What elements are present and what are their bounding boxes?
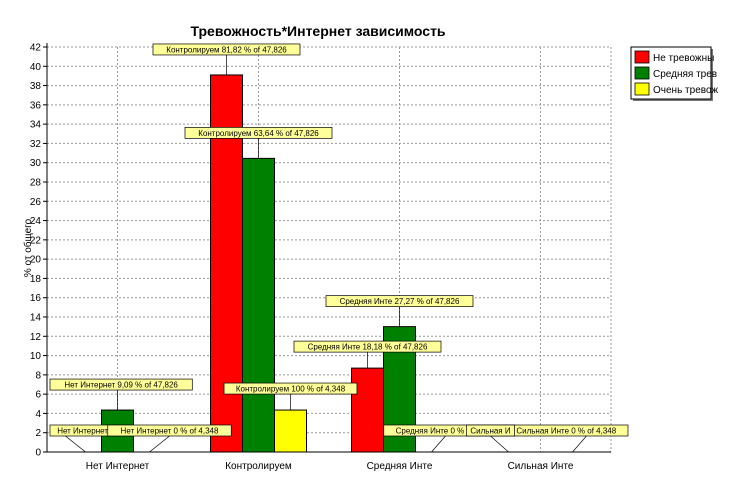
x-category-label: Средняя Инте — [367, 461, 433, 472]
y-tick-label: 4 — [35, 409, 41, 420]
data-label: Средняя Инте 18,18 % of 47,826 — [308, 343, 428, 352]
y-tick-label: 16 — [30, 293, 42, 304]
data-label: Средняя Инте 27,27 % of 47,826 — [340, 297, 460, 306]
y-tick-label: 26 — [30, 197, 42, 208]
x-category-label: Контролируем — [225, 461, 292, 472]
data-label: Нет Интернет 9,09 % of 47,826 — [64, 381, 178, 390]
data-label-leader — [572, 435, 587, 453]
y-tick-label: 6 — [35, 390, 41, 401]
y-tick-label: 36 — [30, 100, 42, 111]
data-label-box — [49, 378, 193, 391]
y-tick-label: 42 — [30, 43, 42, 54]
data-label: Контролируем 100 % of 4,348 — [236, 385, 346, 394]
y-tick-label: 14 — [30, 313, 42, 324]
chart-title: Тревожность*Интернет зависимость — [190, 23, 445, 39]
y-tick-label: 10 — [30, 351, 42, 362]
y-axis-label: % от общего — [22, 218, 34, 277]
legend-item-label: Средняя трев — [653, 69, 717, 80]
y-tick-label: 24 — [30, 216, 42, 227]
grid — [47, 46, 612, 452]
y-tick-label: 12 — [30, 332, 42, 343]
data-label: Средняя Инте 0 % of 4,348 — [396, 427, 496, 436]
axes: 024681012141618202224262830323436384042Н… — [30, 43, 611, 472]
y-tick-label: 8 — [35, 370, 41, 381]
legend-swatch — [634, 66, 650, 80]
legend-item-label: Очень тревож — [653, 85, 718, 96]
data-label-leader — [149, 435, 170, 453]
y-tick-label: 2 — [35, 428, 41, 439]
data-label: Контролируем 63,64 % of 47,826 — [198, 129, 319, 138]
data-label-leader — [431, 435, 446, 453]
y-tick-label: 34 — [30, 120, 42, 131]
data-label: Нет Интернет 0 % — [57, 427, 124, 436]
y-tick-label: 22 — [30, 235, 42, 246]
bar — [351, 367, 384, 453]
data-label: Сильная Инте 0 % of 4,348 — [516, 427, 616, 436]
y-tick-label: 30 — [30, 158, 42, 169]
y-tick-label: 32 — [30, 139, 42, 150]
legend-swatch — [634, 82, 650, 96]
data-label-annotations: Контролируем 81,82 % of 47,826 Контролиру… — [49, 43, 629, 453]
y-tick-label: 18 — [30, 274, 42, 285]
data-label-leader — [490, 435, 509, 453]
y-tick-label: 28 — [30, 178, 42, 189]
legend-swatch — [634, 50, 650, 64]
data-label: Контролируем 81,82 % of 47,826 — [166, 45, 287, 54]
bar — [242, 157, 275, 453]
x-category-label: Нет Интернет — [86, 461, 150, 472]
legend-item-label: Не тревожны — [653, 53, 714, 64]
y-tick-label: 0 — [35, 448, 41, 459]
y-tick-label: 40 — [30, 62, 42, 73]
legend: Не тревожны Средняя трев Очень тревож — [630, 46, 718, 101]
bar — [274, 409, 307, 453]
data-label: Сильная И — [470, 427, 511, 436]
y-tick-label: 38 — [30, 81, 42, 92]
data-label-leader — [65, 435, 86, 453]
x-category-label: Сильная Инте — [508, 461, 574, 472]
data-label: Нет Интернет 0 % of 4,348 — [121, 427, 219, 436]
y-tick-label: 20 — [30, 255, 42, 266]
